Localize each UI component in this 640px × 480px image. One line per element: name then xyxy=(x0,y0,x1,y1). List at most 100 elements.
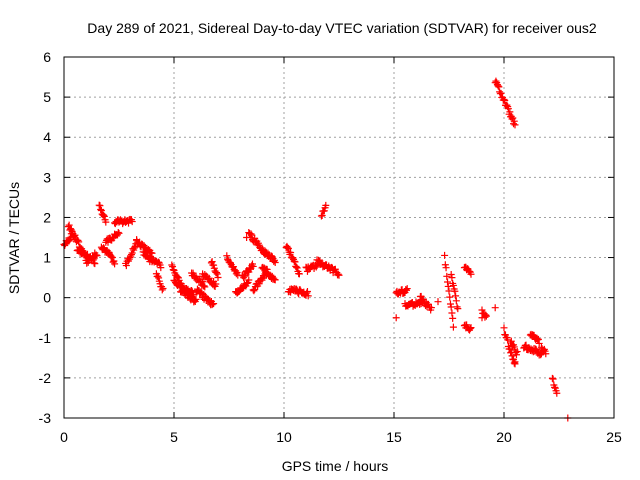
data-point xyxy=(127,251,135,259)
data-point xyxy=(212,280,220,288)
data-point xyxy=(335,271,343,279)
data-point xyxy=(147,252,155,260)
data-point xyxy=(65,237,73,245)
data-point xyxy=(155,274,163,282)
data-point xyxy=(130,244,138,252)
y-tick-label: 4 xyxy=(43,129,51,145)
data-point xyxy=(141,248,149,256)
data-point xyxy=(169,263,177,271)
data-point xyxy=(492,77,500,85)
data-point xyxy=(510,343,518,351)
data-point xyxy=(512,351,520,359)
data-point xyxy=(447,303,455,311)
data-point xyxy=(75,238,83,246)
data-point xyxy=(445,287,453,295)
data-point xyxy=(111,260,119,268)
x-tick-label: 0 xyxy=(60,429,68,445)
data-point xyxy=(91,260,99,268)
data-point xyxy=(223,252,231,260)
data-point xyxy=(102,218,110,226)
data-point xyxy=(427,304,435,312)
y-axis-title: SDTVAR / TECUs xyxy=(6,182,22,294)
data-point xyxy=(551,383,559,391)
y-tick-label: 3 xyxy=(43,169,51,185)
data-point xyxy=(513,348,521,356)
data-point xyxy=(263,265,271,273)
data-point xyxy=(511,358,519,366)
data-point xyxy=(148,249,156,257)
data-point xyxy=(442,264,450,272)
data-point xyxy=(100,211,108,219)
data-point xyxy=(537,351,545,359)
data-point xyxy=(507,337,515,345)
data-point xyxy=(535,339,543,347)
data-point xyxy=(232,267,240,275)
data-point xyxy=(249,262,257,270)
axis-ticks xyxy=(63,56,615,419)
chart-title: Day 289 of 2021, Sidereal Day-to-day VTE… xyxy=(87,20,597,36)
data-point xyxy=(230,266,238,274)
data-point xyxy=(67,226,75,234)
data-point xyxy=(304,292,312,300)
data-point xyxy=(295,270,303,278)
data-point xyxy=(270,274,278,282)
data-point xyxy=(97,207,105,215)
y-tick-label: 0 xyxy=(43,290,51,306)
data-point xyxy=(392,314,400,322)
data-point xyxy=(100,212,108,220)
data-point xyxy=(115,229,123,237)
data-point xyxy=(114,228,122,236)
data-points xyxy=(60,77,572,422)
data-point xyxy=(501,96,509,104)
data-point xyxy=(331,265,339,273)
data-point xyxy=(293,264,301,272)
data-point xyxy=(191,296,199,304)
data-point xyxy=(284,244,292,252)
data-point xyxy=(491,304,499,312)
data-point xyxy=(208,258,216,266)
data-point xyxy=(90,259,98,267)
data-point xyxy=(534,335,542,343)
data-point xyxy=(478,314,486,322)
grid-lines xyxy=(64,57,614,418)
data-point xyxy=(247,230,255,238)
data-point xyxy=(495,83,503,91)
data-point xyxy=(146,258,154,266)
data-point xyxy=(292,262,300,270)
data-point xyxy=(467,270,475,278)
x-tick-label: 20 xyxy=(496,429,512,445)
data-point xyxy=(467,324,475,332)
data-point xyxy=(549,375,557,383)
data-point xyxy=(250,287,258,295)
data-point xyxy=(192,295,200,303)
data-point xyxy=(449,323,457,331)
data-point xyxy=(454,305,462,313)
data-point xyxy=(506,108,514,116)
data-point xyxy=(482,312,490,320)
data-point xyxy=(448,309,456,317)
data-point xyxy=(451,287,459,295)
data-point xyxy=(446,300,454,308)
data-point xyxy=(446,293,454,301)
y-tick-label: -3 xyxy=(39,410,52,426)
data-point xyxy=(122,262,130,270)
data-point xyxy=(232,270,240,278)
data-point xyxy=(320,207,328,215)
data-point xyxy=(70,232,78,240)
data-point xyxy=(482,311,490,319)
data-point xyxy=(284,244,292,252)
data-point xyxy=(447,270,455,278)
data-point xyxy=(303,288,311,296)
data-point xyxy=(71,231,79,239)
data-point xyxy=(168,261,176,269)
data-point xyxy=(441,261,449,269)
data-point xyxy=(292,263,300,271)
data-point xyxy=(96,202,104,210)
data-point xyxy=(213,269,221,277)
data-point xyxy=(478,306,486,314)
data-point xyxy=(449,281,457,289)
data-point xyxy=(503,101,511,109)
data-point xyxy=(466,325,474,333)
data-point xyxy=(287,249,295,257)
data-point xyxy=(542,350,550,358)
